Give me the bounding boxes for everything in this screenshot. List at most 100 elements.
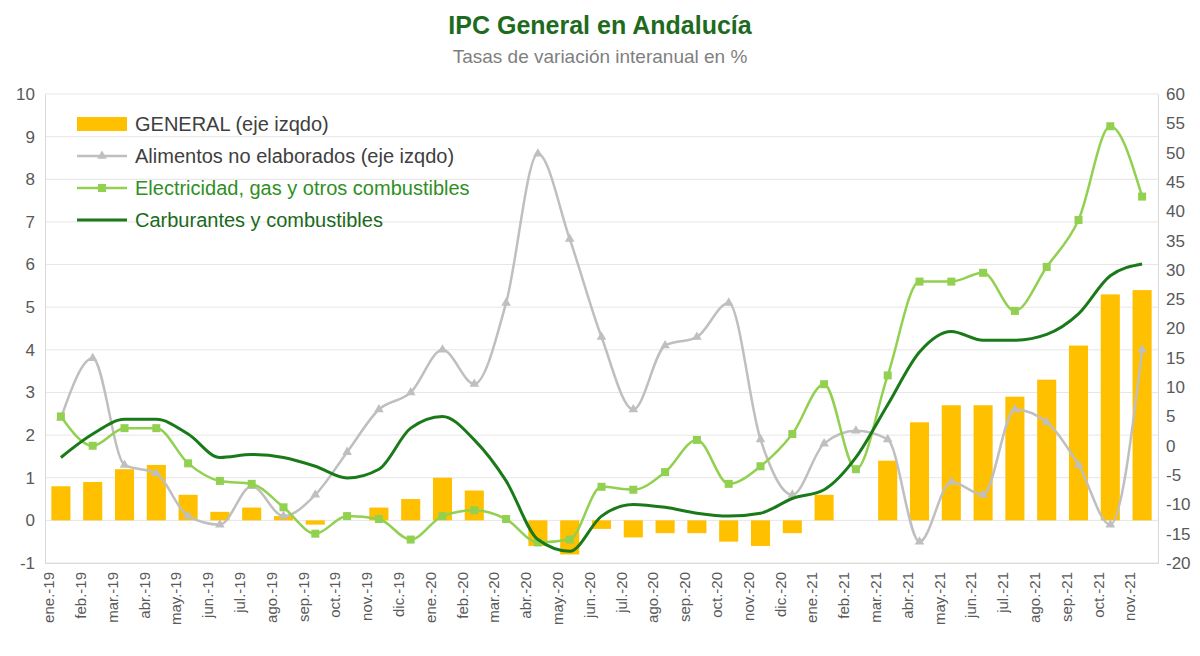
tick: 3 [26,383,45,402]
axis-line [1158,95,1159,564]
axis-line [46,563,1159,564]
marker [439,512,447,520]
tick: mar.-20 [485,563,506,623]
tick: -15 [1158,525,1191,544]
marker [1074,459,1084,467]
marker [183,511,193,519]
bar [401,499,420,520]
tick-label: may.-21 [931,572,948,625]
bar [1101,294,1120,520]
tick: may.-20 [549,563,570,625]
marker [1106,122,1114,130]
marker [916,278,924,286]
tick: jul.-20 [613,563,634,614]
marker [1011,307,1019,315]
tick: ago.-19 [263,563,284,623]
tick: 6 [26,255,45,274]
tick: may.-19 [167,563,188,625]
tick-label: 55 [1166,114,1185,133]
tick: -5 [1158,466,1181,485]
yticks-axis: -1012345678910 [16,85,45,573]
tick-label: oct.-21 [1090,572,1107,618]
tick-label: 8 [26,170,35,189]
axis-line [45,95,46,564]
bar [465,491,484,521]
legend-marker [98,184,106,192]
line [61,126,1142,542]
tick-label: nov.-19 [358,572,375,621]
tick-label: mar.-20 [485,572,502,623]
bar [624,520,643,537]
tick: 2 [26,426,45,445]
tick-label: 5 [1166,407,1175,426]
marker [819,438,829,446]
tick-label: may.-19 [167,572,184,625]
tick-label: 10 [16,85,35,104]
marker [724,297,734,305]
tick-label: oct.-20 [708,572,725,618]
marker [629,486,637,494]
bar [878,461,897,521]
marker [120,459,130,467]
tick: feb.-20 [454,563,475,619]
marker [661,468,669,476]
tick-label: sep.-19 [295,572,312,622]
marker [851,425,861,433]
marker [883,434,893,442]
marker [374,404,384,412]
tick: feb.-21 [835,563,856,619]
tick: jul.-21 [994,563,1015,614]
marker [756,434,766,442]
tick: mar.-21 [867,563,888,623]
tick-label: 50 [1166,144,1185,163]
tick-label: -1 [20,554,35,573]
tick: may.-21 [931,563,952,625]
marker [628,404,638,412]
tick: 45 [1158,173,1185,192]
marker [1138,193,1146,201]
marker [757,462,765,470]
legend-swatch [77,117,127,131]
marker [184,459,192,467]
tick-label: sep.-21 [1058,572,1075,622]
legend-item: Alimentos no elaborados (eje izqdo) [77,145,454,167]
bar [974,405,993,520]
marker [1105,519,1115,527]
tick: 20 [1158,319,1185,338]
marker [56,412,66,420]
tick: oct.-20 [708,563,729,618]
marker [947,278,955,286]
y2ticks-axis: -20-15-10-5051015202530354045505560 [1158,85,1191,573]
tick-label: 25 [1166,290,1185,309]
legend-item: Electricidad, gas y otros combustibles [77,177,470,199]
tick-label: ago.-20 [644,572,661,623]
legend: GENERAL (eje izqdo)Alimentos no elaborad… [77,113,470,231]
grid-line [45,349,1158,350]
marker [215,519,225,527]
tick-label: ene.-19 [40,572,57,623]
tick: abr.-21 [899,563,920,619]
tick: jun.-19 [199,563,220,619]
bar [147,465,166,520]
tick-label: sep.-20 [676,572,693,622]
tick-label: jun.-19 [199,572,216,619]
tick-label: 35 [1166,232,1185,251]
bar [751,520,770,546]
subtitle: Tasas de variación interanual en % [453,46,748,67]
tick-label: feb.-20 [454,572,471,619]
bar [719,520,738,541]
marker [979,269,987,277]
marker [565,233,575,241]
tick: 50 [1158,144,1185,163]
tick: 15 [1158,349,1185,368]
tick-label: -5 [1166,466,1181,485]
tick-label: dic.-19 [390,572,407,617]
grid-line [45,563,1158,564]
tick: 5 [1158,407,1175,426]
tick-label: dic.-20 [772,572,789,617]
tick-label: abr.-21 [899,572,916,619]
tick-label: jun.-21 [962,572,979,619]
bar [1005,397,1024,521]
tick: ene.-21 [803,563,824,623]
tick-label: 60 [1166,85,1185,104]
